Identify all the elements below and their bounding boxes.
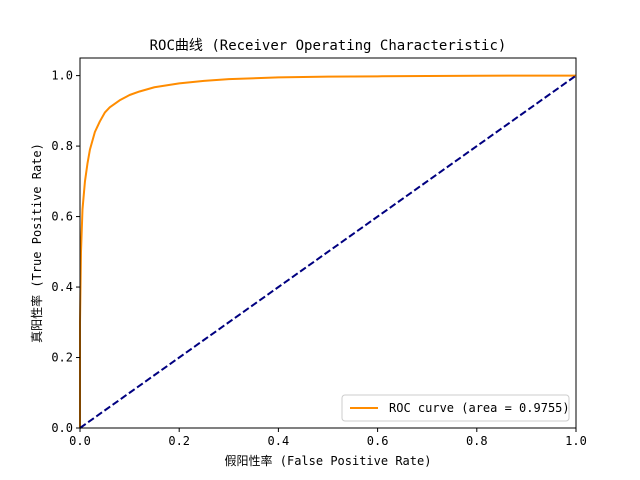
legend-label-roc-curve: ROC curve (area = 0.9755) xyxy=(389,401,570,415)
legend: ROC curve (area = 0.9755) xyxy=(341,394,570,422)
roc-curve-line xyxy=(79,74,576,428)
x-tick-label: 0.6 xyxy=(367,434,389,448)
y-axis-label: 真阳性率 (True Positive Rate) xyxy=(29,143,44,343)
x-tick-label: 1.0 xyxy=(565,434,587,448)
plot-area xyxy=(79,74,577,429)
x-tick-label: 0.8 xyxy=(466,434,488,448)
axis-ticks: 0.0 0.2 0.4 0.6 0.8 1.0 0.0 0.2 0.4 0.6 0.8 1.0 xyxy=(51,69,587,448)
y-tick-label: 0.4 xyxy=(51,280,73,294)
x-tick-label: 0.2 xyxy=(168,434,190,448)
x-tick-label: 0.4 xyxy=(268,434,290,448)
y-tick-label: 0.2 xyxy=(51,351,73,365)
chance-diagonal-line xyxy=(79,74,577,429)
y-tick-label: 1.0 xyxy=(51,69,73,83)
y-tick-label: 0.0 xyxy=(51,421,73,435)
y-tick-label: 0.8 xyxy=(51,139,73,153)
chart-title: ROC曲线 (Receiver Operating Characteristic… xyxy=(150,38,507,54)
y-tick-label: 0.6 xyxy=(51,210,73,224)
legend-box xyxy=(341,394,570,422)
x-tick-label: 0.0 xyxy=(69,434,91,448)
x-axis-label: 假阳性率 (False Positive Rate) xyxy=(225,453,432,468)
plot-frame xyxy=(79,57,577,429)
